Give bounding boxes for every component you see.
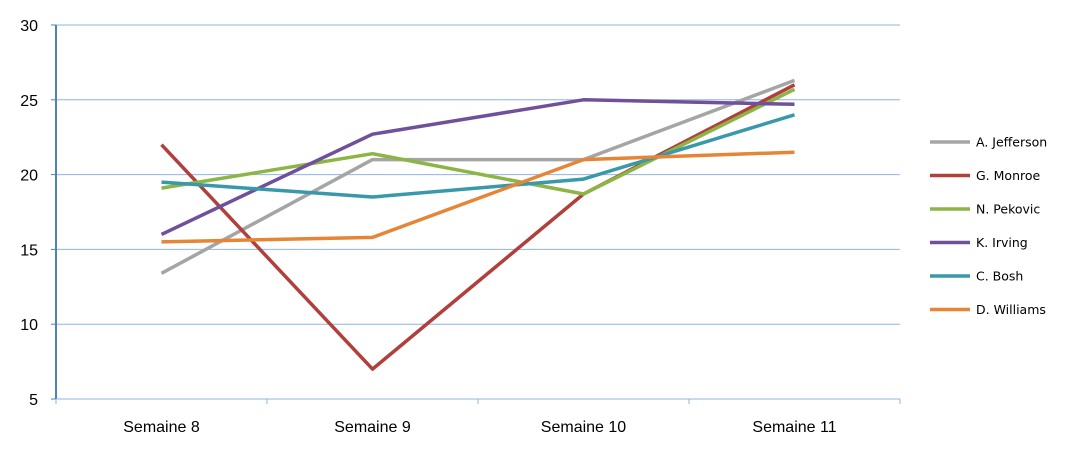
y-tick-label: 15 [20,242,38,259]
series-line-k-irving [160,98,795,236]
y-tick-label: 25 [20,93,38,110]
legend-label: A. Jefferson [976,135,1047,150]
legend[interactable]: A. Jefferson G. Monroe N. Pekovic K. Irving… [930,135,1047,318]
y-tick-label: 10 [20,317,38,334]
series-line-c-bosh [161,113,796,199]
series-line-a-jefferson [160,78,796,275]
legend-item-d-williams[interactable]: D. Williams [930,302,1046,317]
legend-label: C. Bosh [976,269,1023,284]
series-line-g-monroe [160,83,796,371]
series-line-n-pekovic [161,87,796,196]
x-tick-label: Semaine 9 [334,419,411,436]
y-tick-label: 30 [20,18,38,35]
x-tick-label: Semaine 11 [752,419,836,436]
legend-label: D. Williams [976,302,1046,317]
legend-item-c-bosh[interactable]: C. Bosh [930,269,1023,284]
legend-item-a-jefferson[interactable]: A. Jefferson [930,135,1047,150]
legend-item-g-monroe[interactable]: G. Monroe [930,168,1041,183]
x-axis-ticks: Semaine 8 Semaine 9 Semaine 10 Semaine 11 [55,399,901,436]
y-tick-label: 20 [20,168,38,185]
legend-item-n-pekovic[interactable]: N. Pekovic [930,202,1040,217]
series-lines [160,78,796,371]
y-tick-label: 5 [29,392,38,409]
series-line-d-williams [161,150,795,244]
x-tick-label: Semaine 8 [123,419,200,436]
legend-label: N. Pekovic [976,202,1040,217]
y-axis-ticks: 5 10 15 20 25 30 [20,18,56,409]
legend-label: K. Irving [976,235,1028,250]
legend-item-k-irving[interactable]: K. Irving [930,235,1028,250]
axes [55,25,900,400]
x-tick-label: Semaine 10 [541,419,626,436]
legend-label: G. Monroe [976,168,1041,183]
